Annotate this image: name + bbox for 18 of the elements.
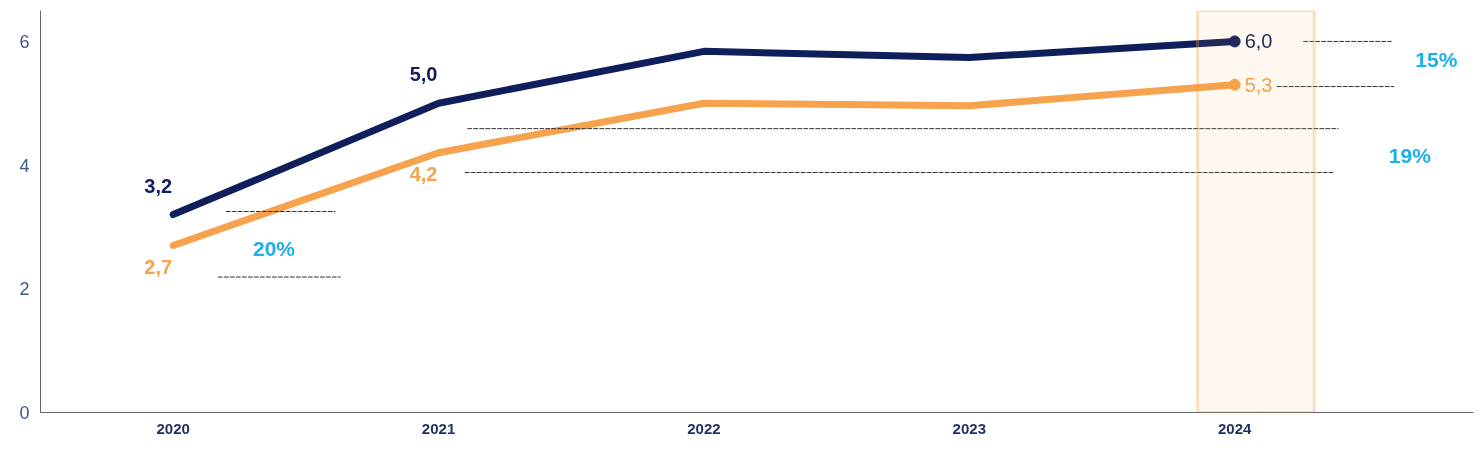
data-label: 5,3 [1244,73,1273,96]
x-tick-label: 2021 [421,419,456,437]
x-tick-label: 2020 [156,419,190,437]
data-label: 5,0 [409,63,438,86]
data-label: 2,7 [144,255,173,278]
y-tick-label: 0 [19,403,30,423]
y-tick-label: 4 [19,155,30,176]
x-tick-label: 2024 [1217,419,1253,437]
y-tick-label: 6 [19,31,30,52]
data-label: 3,2 [144,174,173,197]
x-tick-label: 2023 [952,419,986,437]
data-label: 4,2 [409,162,438,185]
annotation: 19% [1388,144,1432,168]
x-tick-label: 2022 [687,419,721,437]
y-tick-label: 2 [19,279,30,300]
annotation: 20% [253,237,296,261]
data-label: 6,0 [1244,30,1273,53]
annotation: 15% [1415,48,1458,72]
